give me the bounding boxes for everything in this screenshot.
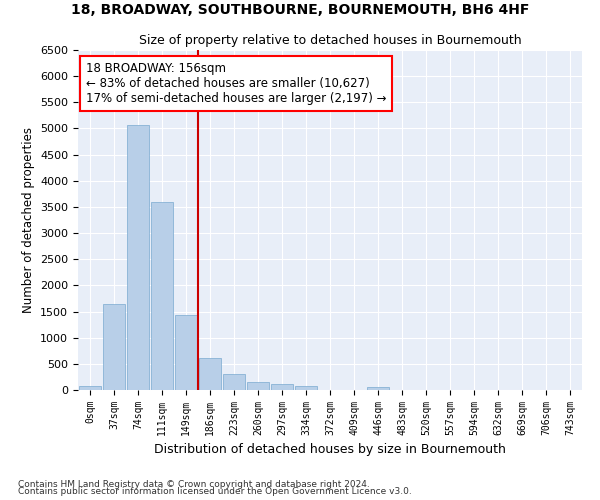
- Text: 18 BROADWAY: 156sqm
← 83% of detached houses are smaller (10,627)
17% of semi-de: 18 BROADWAY: 156sqm ← 83% of detached ho…: [86, 62, 386, 105]
- Bar: [103, 304, 125, 390]
- Bar: [199, 358, 221, 390]
- Bar: [151, 202, 173, 390]
- Bar: [175, 315, 197, 390]
- Text: Contains public sector information licensed under the Open Government Licence v3: Contains public sector information licen…: [18, 487, 412, 496]
- Bar: [223, 374, 245, 390]
- Bar: [295, 386, 317, 390]
- Bar: [247, 382, 269, 390]
- Bar: [367, 386, 389, 390]
- Title: Size of property relative to detached houses in Bournemouth: Size of property relative to detached ho…: [139, 34, 521, 48]
- Text: Contains HM Land Registry data © Crown copyright and database right 2024.: Contains HM Land Registry data © Crown c…: [18, 480, 370, 489]
- X-axis label: Distribution of detached houses by size in Bournemouth: Distribution of detached houses by size …: [154, 444, 506, 456]
- Bar: [127, 126, 149, 390]
- Y-axis label: Number of detached properties: Number of detached properties: [22, 127, 35, 313]
- Bar: [79, 386, 101, 390]
- Bar: [271, 384, 293, 390]
- Text: 18, BROADWAY, SOUTHBOURNE, BOURNEMOUTH, BH6 4HF: 18, BROADWAY, SOUTHBOURNE, BOURNEMOUTH, …: [71, 2, 529, 16]
